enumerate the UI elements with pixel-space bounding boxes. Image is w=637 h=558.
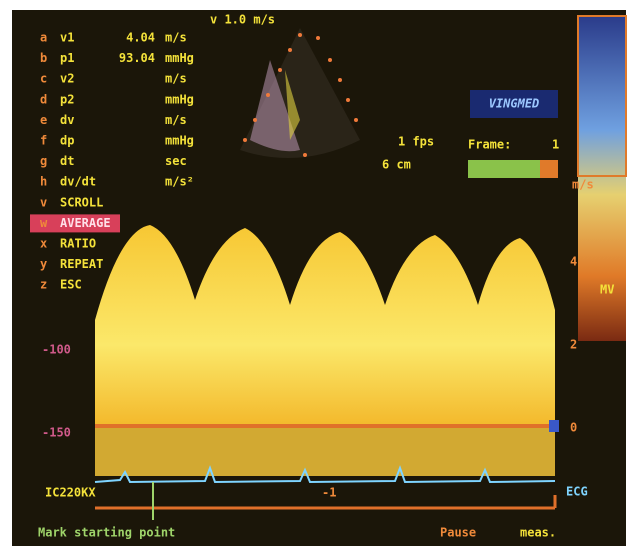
menu-unit: mmHg [165,92,194,106]
menu-name[interactable]: AVERAGE [60,216,111,230]
scale-tick: 4 [570,255,577,269]
menu-name[interactable]: dv [60,113,74,127]
frame-label: Frame: [468,138,511,152]
menu-name[interactable]: p1 [60,51,74,65]
velocity-scale: v 1.0 m/s [210,13,275,27]
menu-value: 4.04 [126,31,155,45]
menu-unit: m/s [165,31,187,45]
logo: VINGMED [489,97,540,111]
prompt: Mark starting point [38,526,175,540]
menu-name[interactable]: RATIO [60,237,96,251]
menu-name[interactable]: ESC [60,278,82,292]
menu-key[interactable]: f [40,134,47,148]
side-label: MV [600,283,614,297]
scale-tick: -1 [322,486,336,500]
depth: 6 cm [382,158,411,172]
menu-name[interactable]: SCROLL [60,195,103,209]
menu-unit: m/s [165,113,187,127]
frame-bar [468,160,540,178]
menu-name[interactable]: v1 [60,31,74,45]
frame-rate: 1 fps [398,135,434,149]
scale-unit: m/s [572,178,594,192]
menu-key[interactable]: c [40,72,47,86]
menu-key[interactable]: x [40,237,47,251]
menu-name[interactable]: dv/dt [60,175,96,189]
scale-tick: 0 [570,421,577,435]
menu-unit: sec [165,154,187,168]
menu-key[interactable]: z [40,278,47,292]
pause-button[interactable]: Pause [440,526,476,540]
frame-bar-end [540,160,558,178]
menu-name[interactable]: REPEAT [60,257,103,271]
menu-unit: mmHg [165,51,194,65]
menu-key[interactable]: b [40,51,47,65]
menu-key[interactable]: w [40,216,48,230]
meas-button[interactable]: meas. [520,526,556,540]
device-screen: v 1.0 m/s av14.04m/sbp193.04mmHgcv2m/sdp… [0,0,637,558]
ecg-label: ECG [566,485,588,499]
menu-name[interactable]: p2 [60,92,74,106]
frame-number: 1 [552,138,559,152]
menu-name[interactable]: dp [60,134,74,148]
left-tick: -100 [42,343,71,357]
scale-tick: 2 [570,338,577,352]
menu-key[interactable]: a [40,31,47,45]
menu-unit: m/s [165,72,187,86]
menu-key[interactable]: g [40,154,47,168]
menu-name[interactable]: v2 [60,72,74,86]
menu-name[interactable]: dt [60,154,74,168]
menu-key[interactable]: y [40,257,47,271]
menu-key[interactable]: v [40,195,47,209]
menu-key[interactable]: e [40,113,47,127]
left-tick: -150 [42,426,71,440]
menu-value: 93.04 [119,51,155,65]
menu-unit: mmHg [165,134,194,148]
menu-unit: m/s² [165,175,194,189]
menu-key[interactable]: h [40,175,47,189]
probe: IC220KX [45,486,96,500]
menu-key[interactable]: d [40,92,47,106]
